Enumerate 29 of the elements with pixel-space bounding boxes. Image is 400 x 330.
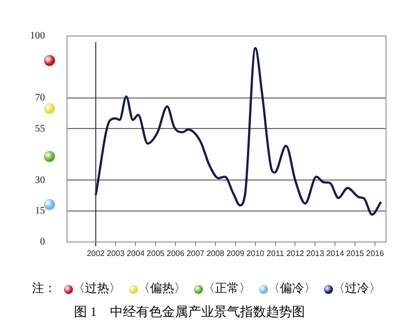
x-tick-label: 2005	[146, 249, 166, 258]
x-tick-label: 2009	[226, 249, 245, 258]
line-series	[94, 47, 382, 216]
text: 〈过冷〉	[333, 281, 381, 295]
x-tick-label: 2013	[306, 249, 325, 258]
text: 注：	[32, 281, 56, 295]
x-tick-label: 2003	[106, 249, 126, 258]
y-tick-label: 30	[35, 174, 45, 186]
x-tick-label: 2012	[286, 249, 305, 258]
x-tick-label: 2010	[246, 249, 265, 258]
x-tick-label: 2007	[186, 249, 205, 258]
text: 〈正常〉	[203, 281, 251, 295]
text: 〈偏热〉	[138, 281, 186, 295]
x-tick-label: 2014	[326, 249, 345, 258]
x-tick-label: 2004	[126, 249, 146, 258]
x-tick-label: 2006	[166, 249, 185, 258]
y-tick-label: 55	[35, 123, 45, 134]
text: 〈过热〉	[73, 281, 121, 295]
y-tick-label: 100	[30, 30, 45, 42]
text: 〈偏冷〉	[268, 281, 316, 295]
text: 图 1 中经有色金属产业景气指数趋势图	[74, 303, 306, 321]
x-tick-label: 2008	[206, 249, 225, 258]
x-tick-label: 2011	[266, 249, 284, 258]
y-tick-label: 15	[35, 206, 45, 217]
x-tick-label: 2002	[86, 249, 106, 258]
x-tick-label: 2015	[346, 249, 365, 258]
y-tick-label: 70	[35, 92, 45, 104]
x-tick-label: 2016	[366, 249, 384, 258]
y-tick-label: 0	[40, 236, 45, 248]
